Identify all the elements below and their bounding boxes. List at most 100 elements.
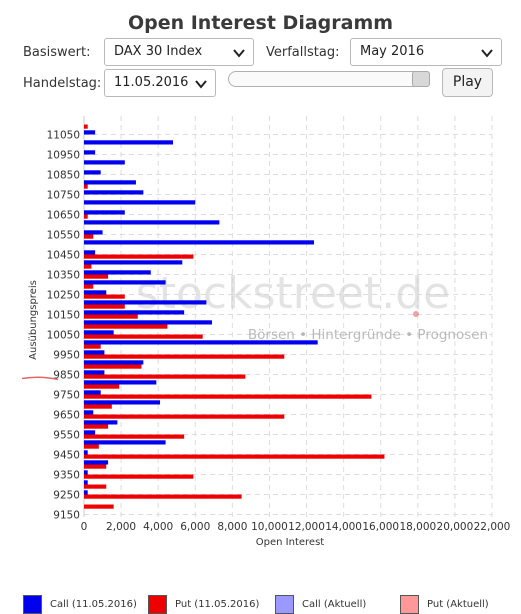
bars: [84, 124, 385, 509]
y-tick-label: 9350: [53, 470, 80, 482]
x-tick-label: 0: [81, 521, 88, 533]
call-bar: [84, 220, 220, 225]
x-axis-title: Open Interest: [256, 537, 325, 548]
y-tick-label: 9550: [53, 430, 80, 442]
handelstag-select[interactable]: 11.05.2016: [104, 69, 216, 97]
y-tick-label: 11050: [47, 130, 80, 142]
put-bar: [84, 334, 203, 339]
put-bar: [84, 264, 92, 269]
x-tick-label: 8,000: [217, 521, 247, 533]
put-bar: [84, 214, 88, 219]
call-bar: [84, 290, 107, 295]
y-tick-label: 10950: [47, 150, 80, 162]
x-tick-label: 12,000: [288, 521, 325, 533]
put-bar: [84, 294, 125, 299]
chevron-down-icon: [195, 80, 207, 89]
put-bar: [84, 234, 94, 239]
chevron-down-icon: [233, 49, 245, 58]
call-bar: [84, 300, 207, 305]
put-bar: [84, 314, 138, 319]
put-bar: [84, 284, 94, 289]
call-bar: [84, 390, 101, 395]
basiswert-label: Basiswert:: [23, 45, 91, 60]
y-tick-label: 9950: [53, 350, 80, 362]
put-bar: [84, 414, 285, 419]
call-bar: [84, 200, 196, 205]
legend-swatch: [148, 595, 167, 614]
call-bar: [84, 320, 212, 325]
call-bar: [84, 260, 183, 265]
call-bar: [84, 410, 94, 415]
put-bar: [84, 474, 194, 479]
watermark-tagline: Börsen • Hintergründe • Prognosen: [248, 327, 488, 343]
x-tick-label: 10,000: [251, 521, 288, 533]
handelstag-label: Handelstag:: [23, 76, 102, 91]
y-tick-label: 9450: [53, 450, 80, 462]
put-bar: [84, 454, 385, 459]
put-bar: [84, 124, 88, 129]
y-tick-label: 10250: [47, 290, 80, 302]
play-button[interactable]: Play: [442, 68, 493, 97]
call-bar: [84, 150, 96, 155]
call-bar: [84, 380, 157, 385]
call-bar: [84, 400, 161, 405]
y-axis-title: Ausübungspreis: [28, 280, 39, 360]
call-bar: [84, 370, 105, 375]
date-slider[interactable]: [228, 71, 430, 87]
y-tick-label: 9150: [53, 510, 80, 522]
put-bar: [84, 464, 107, 469]
x-tick-label: 2,000: [106, 521, 136, 533]
legend-label: Put (11.05.2016): [175, 599, 260, 610]
put-bar: [84, 394, 372, 399]
y-tick-label: 10550: [47, 230, 80, 242]
call-bar: [84, 270, 151, 275]
watermark-brand: stockstreet.de: [136, 268, 450, 319]
verfallstag-label: Verfallstag:: [266, 45, 340, 60]
put-bar: [84, 254, 194, 259]
put-bar: [84, 494, 242, 499]
legend-swatch: [23, 595, 42, 614]
watermark-dot: [413, 311, 419, 317]
call-bar: [84, 230, 103, 235]
handelstag-value: 11.05.2016: [114, 75, 189, 90]
put-bar: [84, 444, 99, 449]
call-bar: [84, 160, 125, 165]
put-bar: [84, 484, 107, 489]
legend-label: Call (11.05.2016): [50, 599, 137, 610]
put-bar: [84, 374, 246, 379]
call-bar: [84, 240, 314, 245]
call-bar: [84, 310, 185, 315]
call-bar: [84, 460, 109, 465]
verfallstag-select[interactable]: May 2016: [350, 38, 502, 66]
x-tick-label: 20,000: [437, 521, 474, 533]
call-bar: [84, 180, 136, 185]
slider-handle[interactable]: [412, 71, 430, 87]
basiswert-value: DAX 30 Index: [114, 44, 203, 59]
call-bar: [84, 250, 96, 255]
put-bar: [84, 274, 109, 279]
put-bar: [84, 344, 101, 349]
put-bar: [84, 364, 142, 369]
call-bar: [84, 210, 125, 215]
call-bar: [84, 350, 105, 355]
legend-swatch: [275, 595, 294, 614]
put-bar: [84, 504, 114, 509]
basiswert-select[interactable]: DAX 30 Index: [104, 38, 254, 66]
put-bar: [84, 404, 112, 409]
call-bar: [84, 450, 88, 455]
call-bar: [84, 480, 88, 485]
legend-label: Put (Aktuell): [427, 599, 489, 610]
call-bar: [84, 280, 166, 285]
x-tick-label: 18,000: [399, 521, 436, 533]
put-bar: [84, 184, 88, 189]
call-bar: [84, 440, 166, 445]
x-tick-label: 6,000: [180, 521, 210, 533]
verfallstag-value: May 2016: [360, 44, 425, 59]
y-tick-label: 10750: [47, 190, 80, 202]
call-bar: [84, 340, 318, 345]
y-tick-label: 9250: [53, 490, 80, 502]
y-tick-label: 10350: [47, 270, 80, 282]
y-tick-label: 10850: [47, 170, 80, 182]
chevron-down-icon: [481, 49, 493, 58]
call-bar: [84, 190, 144, 195]
